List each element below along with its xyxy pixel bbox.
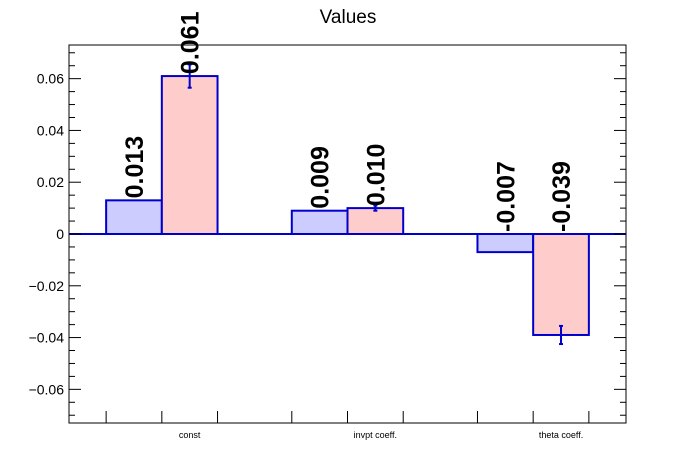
value-label-series2-1: 0.061: [177, 11, 205, 74]
y-tick-label: 0: [56, 226, 64, 242]
category-label-3: theta coeff.: [539, 430, 583, 440]
y-tick-label: −0.04: [29, 330, 65, 346]
y-tick-label: 0.04: [37, 122, 64, 138]
bar-series2-2: [346, 207, 405, 235]
y-tick-label: −0.02: [29, 278, 65, 294]
bar-series1-1: [105, 199, 163, 236]
y-tick-label: −0.06: [29, 381, 65, 397]
value-label-series2-3: -0.039: [548, 161, 576, 232]
bars-layer: [105, 63, 590, 346]
value-label-series1-2: 0.009: [307, 146, 335, 209]
y-tick-label: 0.06: [37, 71, 64, 87]
value-label-series2-2: 0.010: [362, 144, 390, 207]
bar-series1-3: [476, 233, 535, 254]
category-label-1: const: [179, 430, 201, 440]
axes-layer: [69, 52, 626, 423]
bar-series1-2: [290, 209, 349, 235]
chart-title: Values: [320, 7, 377, 28]
bar-series2-3: [532, 233, 590, 336]
value-label-series1-3: -0.007: [492, 161, 520, 232]
category-label-2: invpt coeff.: [354, 430, 397, 440]
labels-layer: 0.013 0.009 -0.007 0.061 0.010 -0.039 −0.06 −0.…: [29, 11, 584, 440]
value-label-series1-1: 0.013: [121, 136, 149, 199]
y-tick-label: 0.02: [37, 174, 64, 190]
bar-series2-1: [160, 75, 219, 235]
